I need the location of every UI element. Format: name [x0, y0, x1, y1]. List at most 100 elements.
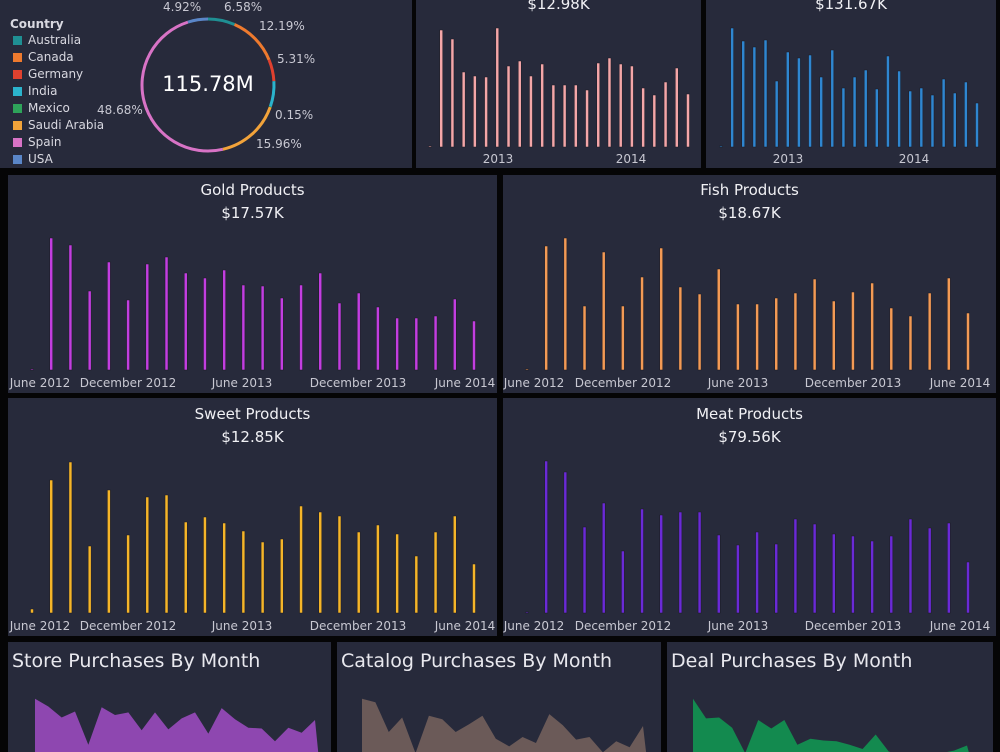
- bar[interactable]: [507, 66, 510, 147]
- bar[interactable]: [88, 546, 91, 613]
- bar[interactable]: [875, 89, 878, 147]
- bar[interactable]: [964, 82, 967, 147]
- bar[interactable]: [564, 238, 567, 370]
- bar[interactable]: [280, 539, 283, 613]
- bar[interactable]: [851, 536, 854, 613]
- bar[interactable]: [853, 77, 856, 147]
- bar[interactable]: [698, 512, 701, 613]
- bar[interactable]: [942, 79, 945, 147]
- bar[interactable]: [909, 519, 912, 613]
- bar[interactable]: [261, 286, 264, 370]
- bar[interactable]: [280, 298, 283, 370]
- bar[interactable]: [184, 522, 187, 613]
- bar[interactable]: [653, 95, 656, 147]
- bar[interactable]: [794, 519, 797, 613]
- bar[interactable]: [69, 245, 72, 370]
- bar[interactable]: [127, 535, 130, 613]
- bar[interactable]: [453, 516, 456, 613]
- bar[interactable]: [88, 291, 91, 370]
- bar[interactable]: [675, 68, 678, 147]
- bar[interactable]: [720, 146, 723, 147]
- bar[interactable]: [583, 527, 586, 613]
- bar[interactable]: [338, 516, 341, 613]
- bar[interactable]: [698, 294, 701, 370]
- bar[interactable]: [597, 63, 600, 147]
- bar[interactable]: [319, 512, 322, 613]
- bar[interactable]: [717, 269, 720, 370]
- bar[interactable]: [886, 56, 889, 147]
- bar[interactable]: [794, 293, 797, 370]
- bar[interactable]: [242, 285, 245, 370]
- bar[interactable]: [660, 248, 663, 370]
- donut-slice-usa[interactable]: [188, 19, 208, 22]
- bar[interactable]: [679, 512, 682, 613]
- area-series[interactable]: [362, 699, 647, 752]
- donut-slice-india[interactable]: [270, 81, 274, 106]
- bar[interactable]: [898, 71, 901, 147]
- bar[interactable]: [736, 304, 739, 370]
- bar[interactable]: [184, 273, 187, 370]
- bar[interactable]: [928, 528, 931, 613]
- bar[interactable]: [679, 287, 682, 370]
- bar[interactable]: [753, 47, 756, 147]
- bar[interactable]: [608, 58, 611, 147]
- bar[interactable]: [203, 517, 206, 613]
- bar[interactable]: [496, 28, 499, 147]
- bar[interactable]: [619, 64, 622, 147]
- bar[interactable]: [775, 298, 778, 370]
- bar[interactable]: [909, 91, 912, 147]
- bar[interactable]: [813, 279, 816, 370]
- bar[interactable]: [931, 95, 934, 147]
- donut-slice-germany[interactable]: [269, 60, 274, 81]
- area-series[interactable]: [35, 699, 319, 752]
- bar[interactable]: [357, 532, 360, 613]
- bar[interactable]: [518, 61, 521, 147]
- bar[interactable]: [50, 480, 53, 613]
- bar[interactable]: [300, 506, 303, 613]
- bar[interactable]: [545, 461, 548, 613]
- bar[interactable]: [736, 545, 739, 613]
- bar[interactable]: [146, 264, 149, 370]
- bar[interactable]: [69, 462, 72, 613]
- bar[interactable]: [376, 525, 379, 613]
- bar[interactable]: [526, 612, 529, 613]
- bar[interactable]: [107, 490, 110, 613]
- bar[interactable]: [621, 551, 624, 613]
- bar[interactable]: [165, 257, 168, 370]
- bar[interactable]: [786, 52, 789, 147]
- bar[interactable]: [756, 304, 759, 370]
- bar[interactable]: [890, 308, 893, 370]
- bar[interactable]: [485, 77, 488, 147]
- bar[interactable]: [664, 82, 667, 147]
- bar[interactable]: [871, 541, 874, 613]
- bar[interactable]: [976, 103, 979, 147]
- bar[interactable]: [890, 536, 893, 613]
- bar[interactable]: [451, 39, 454, 147]
- bar[interactable]: [775, 81, 778, 147]
- bar[interactable]: [717, 535, 720, 613]
- bar[interactable]: [660, 515, 663, 613]
- bar[interactable]: [947, 523, 950, 613]
- bar[interactable]: [31, 609, 34, 613]
- bar[interactable]: [864, 70, 867, 147]
- bar[interactable]: [831, 50, 834, 147]
- bar[interactable]: [928, 293, 931, 370]
- bar[interactable]: [642, 88, 645, 147]
- bar[interactable]: [641, 509, 644, 613]
- bar[interactable]: [851, 292, 854, 370]
- bar[interactable]: [564, 472, 567, 613]
- bar[interactable]: [473, 76, 476, 147]
- bar[interactable]: [146, 497, 149, 613]
- bar[interactable]: [396, 318, 399, 370]
- bar[interactable]: [967, 313, 970, 370]
- bar[interactable]: [586, 90, 589, 147]
- bar[interactable]: [842, 88, 845, 147]
- bar[interactable]: [462, 72, 465, 147]
- bar[interactable]: [687, 94, 690, 147]
- bar[interactable]: [453, 299, 456, 370]
- bar[interactable]: [742, 41, 745, 147]
- bar[interactable]: [602, 503, 605, 613]
- bar[interactable]: [967, 562, 970, 613]
- bar[interactable]: [473, 321, 476, 370]
- bar[interactable]: [473, 564, 476, 613]
